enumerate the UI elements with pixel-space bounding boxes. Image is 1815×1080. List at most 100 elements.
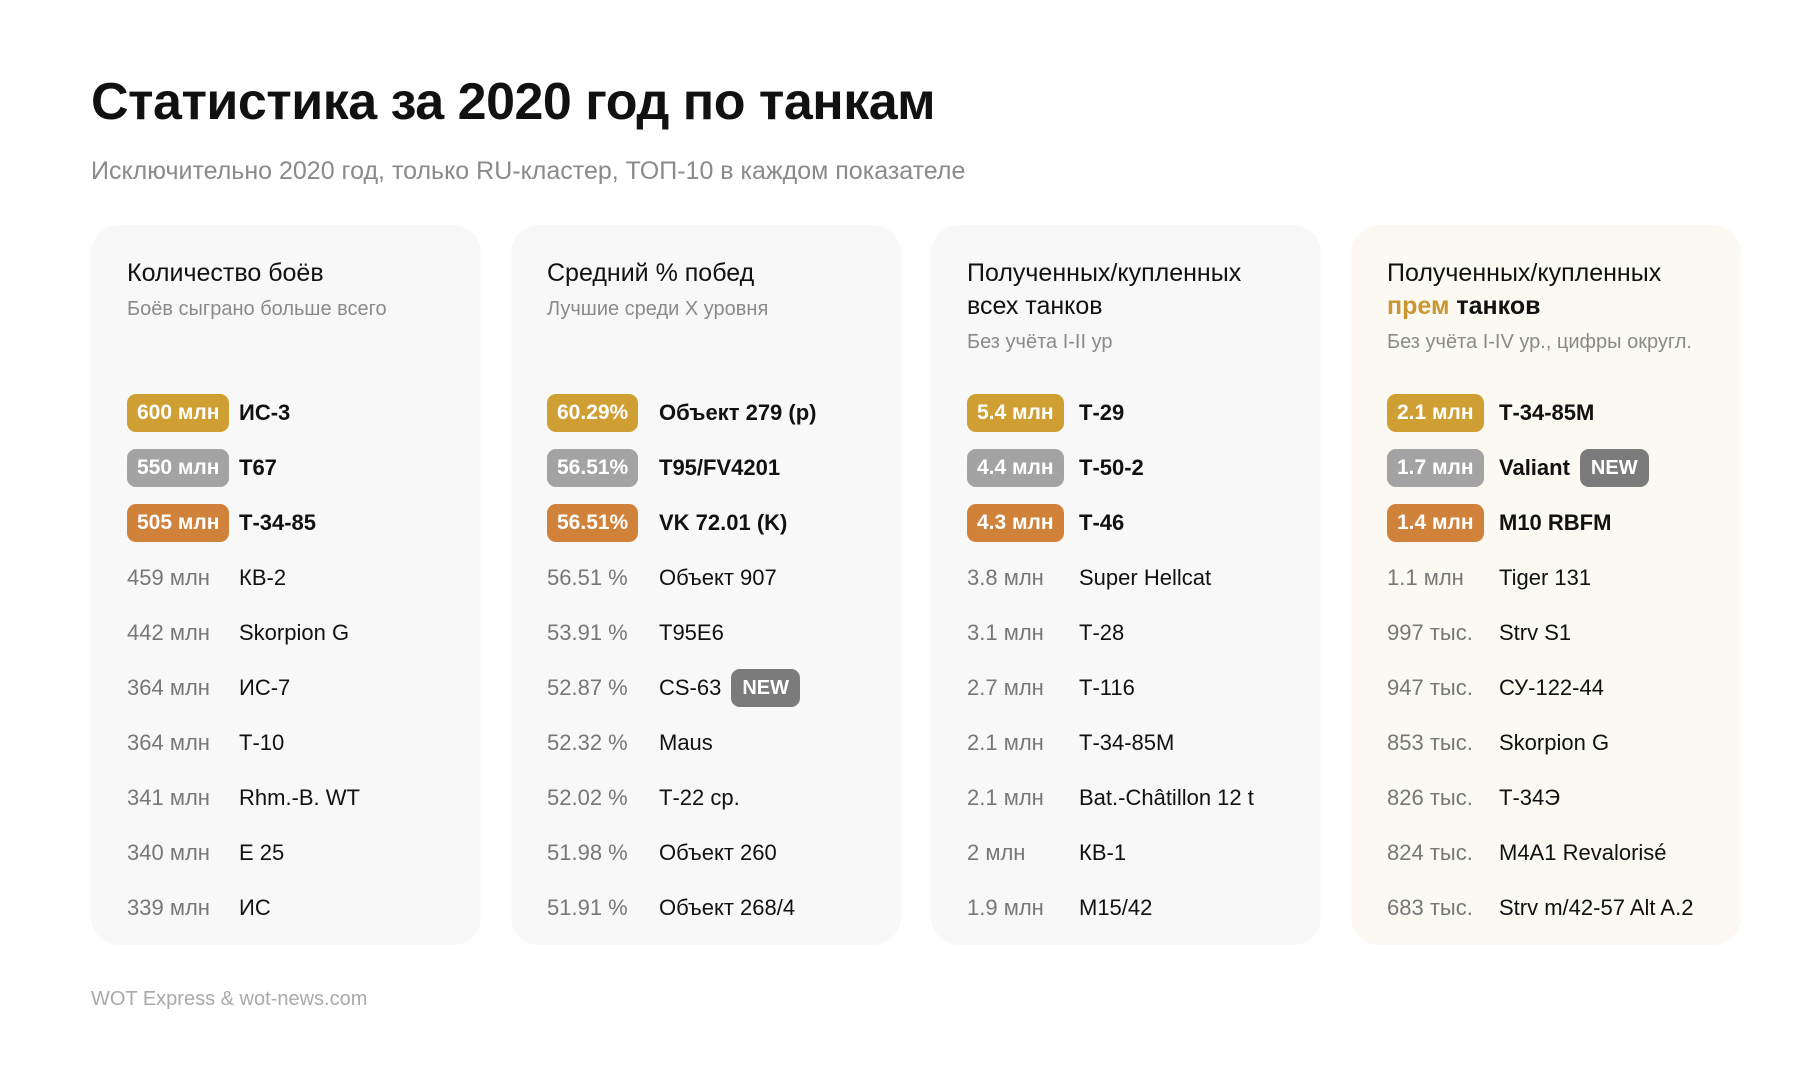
rank-badge-silver: 550 млн <box>127 448 230 487</box>
value-cell: 4.3 млн <box>967 503 1079 542</box>
tank-name: Объект 279 (р) <box>659 399 817 425</box>
card-title-line1: Полученных/купленных <box>967 259 1242 287</box>
footer-credits: WOT Express & wot-news.com <box>91 988 368 1010</box>
tank-name: Skorpion G <box>239 619 350 645</box>
list-item: 1.1 млн Tiger 131 <box>1387 550 1721 605</box>
list-item: 341 млн Rhm.-B. WT <box>127 770 461 825</box>
tank-name: Strv S1 <box>1499 619 1572 645</box>
list-item: 600 млн ИС-3 <box>127 385 461 440</box>
value-text: 2.7 млн <box>967 674 1044 700</box>
tank-name: VK 72.01 (K) <box>659 509 788 535</box>
value-cell: 2.1 млн <box>967 785 1079 811</box>
rank-badge-gold: 60.29% <box>547 393 639 432</box>
tank-name: Valiant <box>1499 454 1570 480</box>
value-cell: 340 млн <box>127 840 239 866</box>
tank-name: Strv m/42-57 Alt A.2 <box>1499 894 1694 920</box>
value-cell: 1.1 млн <box>1387 565 1499 591</box>
tank-name: Т-34Э <box>1499 784 1561 810</box>
value-text: 2.1 млн <box>967 729 1044 755</box>
list-item: 56.51 % Объект 907 <box>547 550 881 605</box>
tank-name: E 25 <box>239 839 285 865</box>
tank-name: T95/FV4201 <box>659 454 781 480</box>
rank-badge-gold: 600 млн <box>127 393 230 432</box>
list-item: 5.4 млн Т-29 <box>967 385 1301 440</box>
list-item: 550 млн T67 <box>127 440 461 495</box>
card-title: Количество боёв <box>127 259 324 287</box>
value-cell: 2.1 млн <box>1387 393 1499 432</box>
tank-name: Т-50-2 <box>1079 454 1144 480</box>
card-title: Средний % побед <box>547 259 755 287</box>
value-text: 52.02 % <box>547 784 628 810</box>
card-all-tanks: Полученных/купленных всех танков Без учё… <box>931 225 1321 945</box>
tank-name: Т-29 <box>1079 399 1125 425</box>
rank-badge-silver: 1.7 млн <box>1387 448 1484 487</box>
list-item: 683 тыс. Strv m/42-57 Alt A.2 <box>1387 880 1721 935</box>
card-note: Лучшие среди X уровня <box>547 298 769 320</box>
value-cell: 52.32 % <box>547 730 659 756</box>
tank-name: Объект 268/4 <box>659 894 796 920</box>
value-text: 51.98 % <box>547 839 628 865</box>
value-text: 997 тыс. <box>1387 619 1473 645</box>
card-winrate: Средний % побед Лучшие среди X уровня 60… <box>511 225 901 945</box>
value-text: 52.32 % <box>547 729 628 755</box>
value-text: 3.8 млн <box>967 564 1044 590</box>
tank-name: M15/42 <box>1079 894 1153 920</box>
value-cell: 364 млн <box>127 675 239 701</box>
list-item: 51.91 % Объект 268/4 <box>547 880 881 935</box>
value-cell: 4.4 млн <box>967 448 1079 487</box>
value-cell: 52.87 % <box>547 675 659 701</box>
rank-badge-bronze: 1.4 млн <box>1387 503 1484 542</box>
list-item: 56.51% T95/FV4201 <box>547 440 881 495</box>
card-note: Боёв сыграно больше всего <box>127 298 387 320</box>
card-note: Без учёта I-IV ур., цифры округл. <box>1387 331 1692 353</box>
tank-name: Т-116 <box>1079 674 1135 700</box>
value-cell: 947 тыс. <box>1387 675 1499 701</box>
rank-badge-gold: 2.1 млн <box>1387 393 1484 432</box>
card-title-highlight: прем <box>1387 292 1450 320</box>
tank-name: Объект 260 <box>659 839 777 865</box>
list-item: 3.1 млн Т-28 <box>967 605 1301 660</box>
value-cell: 5.4 млн <box>967 393 1079 432</box>
tank-name: Т-10 <box>239 729 285 755</box>
value-text: 1.1 млн <box>1387 564 1464 590</box>
value-text: 853 тыс. <box>1387 729 1473 755</box>
value-text: 52.87 % <box>547 674 628 700</box>
tank-name: Т-34-85 <box>239 509 317 535</box>
rank-badge-silver: 4.4 млн <box>967 448 1064 487</box>
tank-name: Т-46 <box>1079 509 1125 535</box>
list-item: 56.51% VK 72.01 (K) <box>547 495 881 550</box>
list-item: 459 млн КВ-2 <box>127 550 461 605</box>
value-cell: 505 млн <box>127 503 239 542</box>
tank-name: ИС <box>239 894 271 920</box>
value-cell: 53.91 % <box>547 620 659 646</box>
value-cell: 459 млн <box>127 565 239 591</box>
card-rows: 600 млн ИС-3 550 млн T67 505 млн Т-34-85 459 м… <box>127 385 461 935</box>
card-title: Полученных/купленных всех танков <box>967 257 1285 323</box>
tank-name: M4A1 Revalorisé <box>1499 839 1667 865</box>
value-cell: 824 тыс. <box>1387 840 1499 866</box>
list-item: 364 млн Т-10 <box>127 715 461 770</box>
list-item: 51.98 % Объект 260 <box>547 825 881 880</box>
card-rows: 60.29% Объект 279 (р) 56.51% T95/FV4201 56.5… <box>547 385 881 935</box>
tank-name: T67 <box>239 454 277 480</box>
value-cell: 442 млн <box>127 620 239 646</box>
value-text: 442 млн <box>127 619 210 645</box>
value-text: 53.91 % <box>547 619 628 645</box>
value-text: 2 млн <box>967 839 1026 865</box>
value-cell: 60.29% <box>547 393 659 432</box>
tank-name: Tiger 131 <box>1499 564 1592 590</box>
value-text: 340 млн <box>127 839 210 865</box>
card-title-line2: всех танков <box>967 292 1103 320</box>
value-text: 1.9 млн <box>967 894 1044 920</box>
rank-badge-bronze: 4.3 млн <box>967 503 1064 542</box>
tank-name: M10 RBFM <box>1499 509 1612 535</box>
value-cell: 2.7 млн <box>967 675 1079 701</box>
value-cell: 52.02 % <box>547 785 659 811</box>
value-text: 826 тыс. <box>1387 784 1473 810</box>
tank-name: Объект 907 <box>659 564 777 590</box>
tank-name: СУ-122-44 <box>1499 674 1604 700</box>
list-item: 1.9 млн M15/42 <box>967 880 1301 935</box>
tank-name: Rhm.-B. WT <box>239 784 360 810</box>
new-badge: NEW <box>731 668 801 707</box>
value-cell: 51.91 % <box>547 895 659 921</box>
